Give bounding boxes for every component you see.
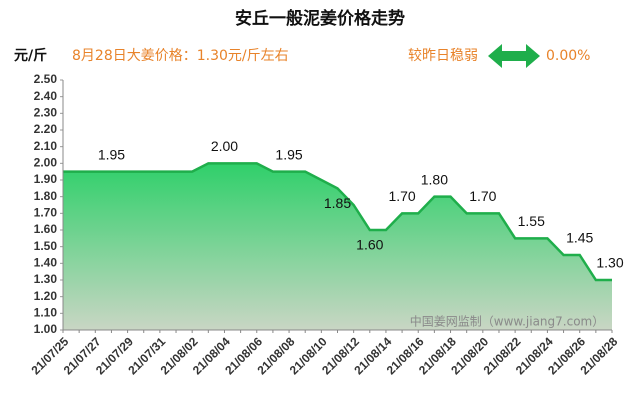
watermark: 中国姜网监制（www.jiang7.com） — [410, 314, 604, 329]
subtitle: 8月28日大姜价格：1.30元/斤左右 — [72, 48, 289, 64]
value-label: 1.85 — [324, 195, 351, 211]
value-label: 1.95 — [98, 146, 125, 162]
change-label: 较昨日稳弱 — [408, 48, 478, 64]
y-tick-label: 2.20 — [34, 122, 58, 136]
chart-title: 安丘一般泥姜价格走势 — [235, 8, 405, 29]
y-tick-label: 1.30 — [34, 272, 58, 286]
y-tick-label: 2.30 — [34, 106, 58, 120]
change-icon — [488, 44, 540, 68]
y-tick-label: 2.00 — [34, 156, 58, 170]
y-tick-label: 1.10 — [34, 306, 58, 320]
y-tick-label: 1.60 — [34, 222, 58, 236]
value-label: 1.60 — [356, 237, 383, 253]
value-label: 1.70 — [388, 188, 415, 204]
y-tick-label: 2.40 — [34, 89, 58, 103]
y-tick-label: 1.40 — [34, 256, 58, 270]
value-label: 2.00 — [211, 138, 238, 154]
change-value: 0.00% — [546, 48, 590, 64]
y-tick-label: 1.70 — [34, 206, 58, 220]
line — [63, 162, 612, 282]
value-label: 1.95 — [275, 146, 302, 162]
y-unit: 元/斤 — [14, 47, 47, 64]
value-label: 1.70 — [469, 188, 496, 204]
value-label: 1.55 — [518, 213, 545, 229]
value-label: 1.80 — [421, 171, 448, 187]
value-label: 1.45 — [566, 230, 593, 246]
y-tick-label: 1.50 — [34, 239, 58, 253]
y-tick-label: 1.90 — [34, 172, 58, 186]
y-tick-label: 2.10 — [34, 139, 58, 153]
y-tick-label: 1.00 — [34, 322, 58, 336]
area — [63, 163, 612, 330]
plot: 1.00 1.10 1.20 1.30 1.40 1.50 1.60 1.70 1.80 1.90… — [28, 72, 623, 377]
y-tick-label: 2.50 — [34, 72, 58, 86]
y-tick-label: 1.80 — [34, 189, 58, 203]
value-label: 1.30 — [596, 255, 623, 271]
y-tick-label: 1.20 — [34, 289, 58, 303]
